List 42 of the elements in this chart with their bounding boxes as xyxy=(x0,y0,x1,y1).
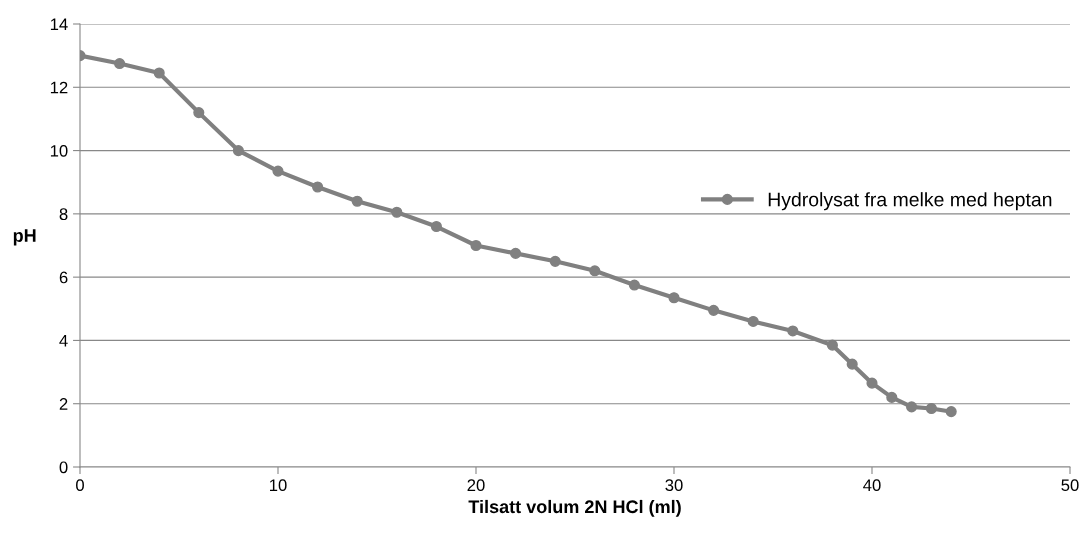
point xyxy=(589,265,601,277)
x-tick-label: 20 xyxy=(467,479,485,492)
point xyxy=(668,292,680,304)
point xyxy=(232,145,244,157)
y-tick-label: 10 xyxy=(50,144,68,157)
point xyxy=(351,195,363,207)
point xyxy=(549,255,561,267)
y-axis-title: pH xyxy=(13,229,36,246)
point xyxy=(925,402,937,415)
y-tick-label: 0 xyxy=(59,461,68,474)
point xyxy=(470,239,482,252)
point xyxy=(945,406,957,418)
point xyxy=(826,339,838,351)
y-tick-label: 14 xyxy=(50,18,68,31)
point xyxy=(391,206,403,218)
point xyxy=(846,358,858,370)
x-tick-label: 50 xyxy=(1061,479,1079,492)
y-tick-label: 4 xyxy=(59,335,68,347)
x-axis-title: Tilsatt volum 2N HCl (ml) xyxy=(468,499,681,517)
y-tick-label: 8 xyxy=(59,208,68,221)
point xyxy=(906,401,918,413)
point xyxy=(747,315,759,327)
point xyxy=(193,107,205,119)
point xyxy=(886,391,898,403)
point xyxy=(153,67,165,79)
y-tick-label: 6 xyxy=(59,271,68,284)
point xyxy=(272,165,284,177)
point xyxy=(787,325,799,337)
point xyxy=(708,304,720,316)
point xyxy=(628,279,640,291)
x-tick-label: 10 xyxy=(270,479,287,492)
x-tick-label: 40 xyxy=(863,479,881,492)
point xyxy=(312,181,324,193)
point xyxy=(114,57,126,70)
legend-label: Hydrolysat fra melke med heptan xyxy=(768,192,1052,211)
point xyxy=(510,247,522,259)
y-tick-label: 2 xyxy=(59,398,68,410)
x-tick-label: 30 xyxy=(665,479,683,492)
x-tick-label: 0 xyxy=(76,479,84,492)
point xyxy=(866,377,878,389)
point xyxy=(430,220,442,233)
y-tick-label: 12 xyxy=(50,81,68,94)
